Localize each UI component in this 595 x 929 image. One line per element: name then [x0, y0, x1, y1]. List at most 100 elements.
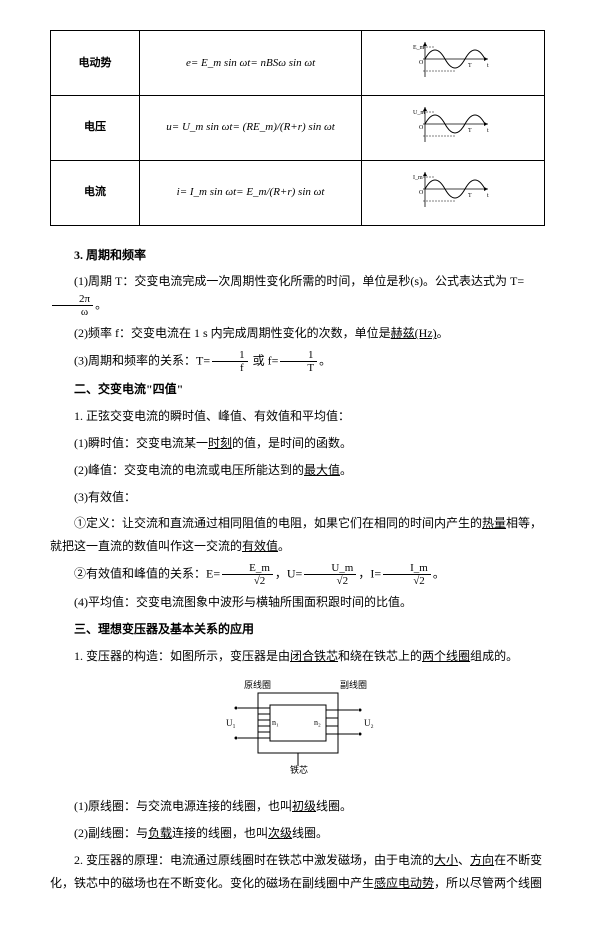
line-average: (4)平均值：交变电流图象中波形与横轴所围面积跟时间的比值。: [50, 591, 545, 614]
numerator: I_m: [383, 562, 431, 575]
text: 1. 变压器的构造：如图所示，变压器是由: [74, 649, 290, 663]
row-graph: U_m O T t: [362, 95, 545, 160]
underline: 热量: [482, 516, 506, 530]
svg-text:t: t: [487, 63, 489, 69]
denominator: T: [280, 362, 317, 374]
denominator: ω: [52, 306, 93, 318]
text: (1)原线圈：与交流电源连接的线圈，也叫: [74, 799, 292, 813]
underline: 负载: [148, 826, 172, 840]
text: (1)瞬时值：交变电流某一: [74, 436, 208, 450]
text: 连接的线圈，也叫: [172, 826, 268, 840]
label-n2: n₂: [314, 718, 321, 727]
text: 组成的。: [470, 649, 518, 663]
line-period: (1)周期 T：交变电流完成一次周期性变化所需的时间，单位是秒(s)。公式表达式…: [50, 270, 545, 318]
svg-text:T: T: [468, 193, 472, 199]
text: 。: [437, 326, 449, 340]
denominator: f: [212, 362, 248, 374]
text: (3)周期和频率的关系：T=: [74, 354, 210, 368]
underline: 大小: [434, 853, 458, 867]
svg-text:t: t: [487, 193, 489, 199]
denominator: √2: [304, 575, 356, 587]
text: (2)副线圈：与: [74, 826, 148, 840]
row-graph: I_m O T t: [362, 160, 545, 225]
row-formula: u= U_m sin ωt= (RE_m)/(R+r) sin ωt: [139, 95, 361, 160]
section-3-heading: 三、理想变压器及基本关系的应用: [50, 618, 545, 641]
text: 线圈。: [316, 799, 352, 813]
text: (2)频率 f：交变电流在 1 s 内完成周期性变化的次数，单位是: [74, 326, 391, 340]
svg-text:O: O: [419, 60, 424, 66]
underline: 闭合铁芯: [290, 649, 338, 663]
table-row: 电动势e= E_m sin ωt= nBSω sin ωt E_m O T t: [51, 31, 545, 96]
row-label: 电动势: [51, 31, 140, 96]
text: 的值，是时间的函数。: [232, 436, 352, 450]
text: ，I=: [358, 566, 381, 580]
row-formula: i= I_m sin ωt= E_m/(R+r) sin ωt: [139, 160, 361, 225]
fraction: 1f: [212, 349, 248, 374]
fraction: I_m√2: [383, 562, 431, 587]
heading-period-frequency: 3. 周期和频率: [50, 244, 545, 267]
line-peak: (2)峰值：交变电流的电流或电压所能达到的最大值。: [50, 459, 545, 482]
numerator: 2π: [52, 293, 93, 306]
transformer-diagram: 原线圈 副线圈 铁芯 U₁ U₂ n₁ n₂: [50, 678, 545, 786]
label-u1: U₁: [226, 718, 236, 728]
transformer-svg: 原线圈 副线圈 铁芯 U₁ U₂ n₁ n₂: [208, 678, 388, 778]
svg-text:E_m: E_m: [413, 45, 425, 51]
row-formula: e= E_m sin ωt= nBSω sin ωt: [139, 31, 361, 96]
document-page: 电动势e= E_m sin ωt= nBSω sin ωt E_m O T t …: [0, 0, 595, 929]
row-label: 电压: [51, 95, 140, 160]
label-primary: 原线圈: [244, 679, 271, 690]
underline: 方向: [470, 853, 494, 867]
text: 、: [458, 853, 470, 867]
line-rms-head: (3)有效值：: [50, 486, 545, 509]
section-2-heading: 二、交变电流"四值": [50, 378, 545, 401]
line-four-values: 1. 正弦交变电流的瞬时值、峰值、有效值和平均值：: [50, 405, 545, 428]
fraction: E_m√2: [222, 562, 273, 587]
underline: 时刻: [208, 436, 232, 450]
numerator: 1: [212, 349, 248, 362]
line-primary-coil: (1)原线圈：与交流电源连接的线圈，也叫初级线圈。: [50, 795, 545, 818]
underline: 次级: [268, 826, 292, 840]
row-label: 电流: [51, 160, 140, 225]
numerator: U_m: [304, 562, 356, 575]
line-relation: (3)周期和频率的关系：T=1f 或 f=1T。: [50, 349, 545, 374]
line-frequency: (2)频率 f：交变电流在 1 s 内完成周期性变化的次数，单位是赫兹(Hz)。: [50, 322, 545, 345]
numerator: E_m: [222, 562, 273, 575]
label-core: 铁芯: [290, 764, 308, 775]
fraction: 2πω: [52, 293, 93, 318]
svg-text:T: T: [468, 128, 472, 134]
text: 。: [95, 298, 107, 312]
underline: 最大值: [304, 463, 340, 477]
fraction: 1T: [280, 349, 317, 374]
text: 和绕在铁芯上的: [338, 649, 422, 663]
label-u2: U₂: [364, 718, 374, 728]
underline: 两个线圈: [422, 649, 470, 663]
underline: 感应电动势: [374, 876, 434, 890]
underline: 有效值: [242, 539, 278, 553]
svg-text:U_m: U_m: [413, 110, 425, 116]
numerator: 1: [280, 349, 317, 362]
text: ，所以尽管两个线圈: [434, 876, 542, 890]
svg-text:O: O: [419, 125, 424, 131]
svg-text:t: t: [487, 128, 489, 134]
table-row: 电流i= I_m sin ωt= E_m/(R+r) sin ωt I_m O …: [51, 160, 545, 225]
denominator: √2: [383, 575, 431, 587]
text: 。: [278, 539, 290, 553]
formula-table: 电动势e= E_m sin ωt= nBSω sin ωt E_m O T t …: [50, 30, 545, 226]
underline: 初级: [292, 799, 316, 813]
text: 。: [319, 354, 331, 368]
row-graph: E_m O T t: [362, 31, 545, 96]
text: ②有效值和峰值的关系：E=: [74, 566, 220, 580]
label-n1: n₁: [272, 718, 279, 727]
fraction: U_m√2: [304, 562, 356, 587]
line-principle: 2. 变压器的原理：电流通过原线圈时在铁芯中激发磁场，由于电流的大小、方向在不断…: [50, 849, 545, 895]
sine-graph-icon: I_m O T t: [413, 169, 493, 209]
sine-graph-icon: U_m O T t: [413, 104, 493, 144]
text: 。: [433, 566, 445, 580]
text: (2)峰值：交变电流的电流或电压所能达到的: [74, 463, 304, 477]
sine-graph-icon: E_m O T t: [413, 39, 493, 79]
table-row: 电压u= U_m sin ωt= (RE_m)/(R+r) sin ωt U_m…: [51, 95, 545, 160]
line-rms-def: ①定义：让交流和直流通过相同阻值的电阻，如果它们在相同的时间内产生的热量相等，就…: [50, 512, 545, 558]
line-transformer-struct: 1. 变压器的构造：如图所示，变压器是由闭合铁芯和绕在铁芯上的两个线圈组成的。: [50, 645, 545, 668]
line-instant: (1)瞬时值：交变电流某一时刻的值，是时间的函数。: [50, 432, 545, 455]
text: 或 f=: [250, 354, 279, 368]
